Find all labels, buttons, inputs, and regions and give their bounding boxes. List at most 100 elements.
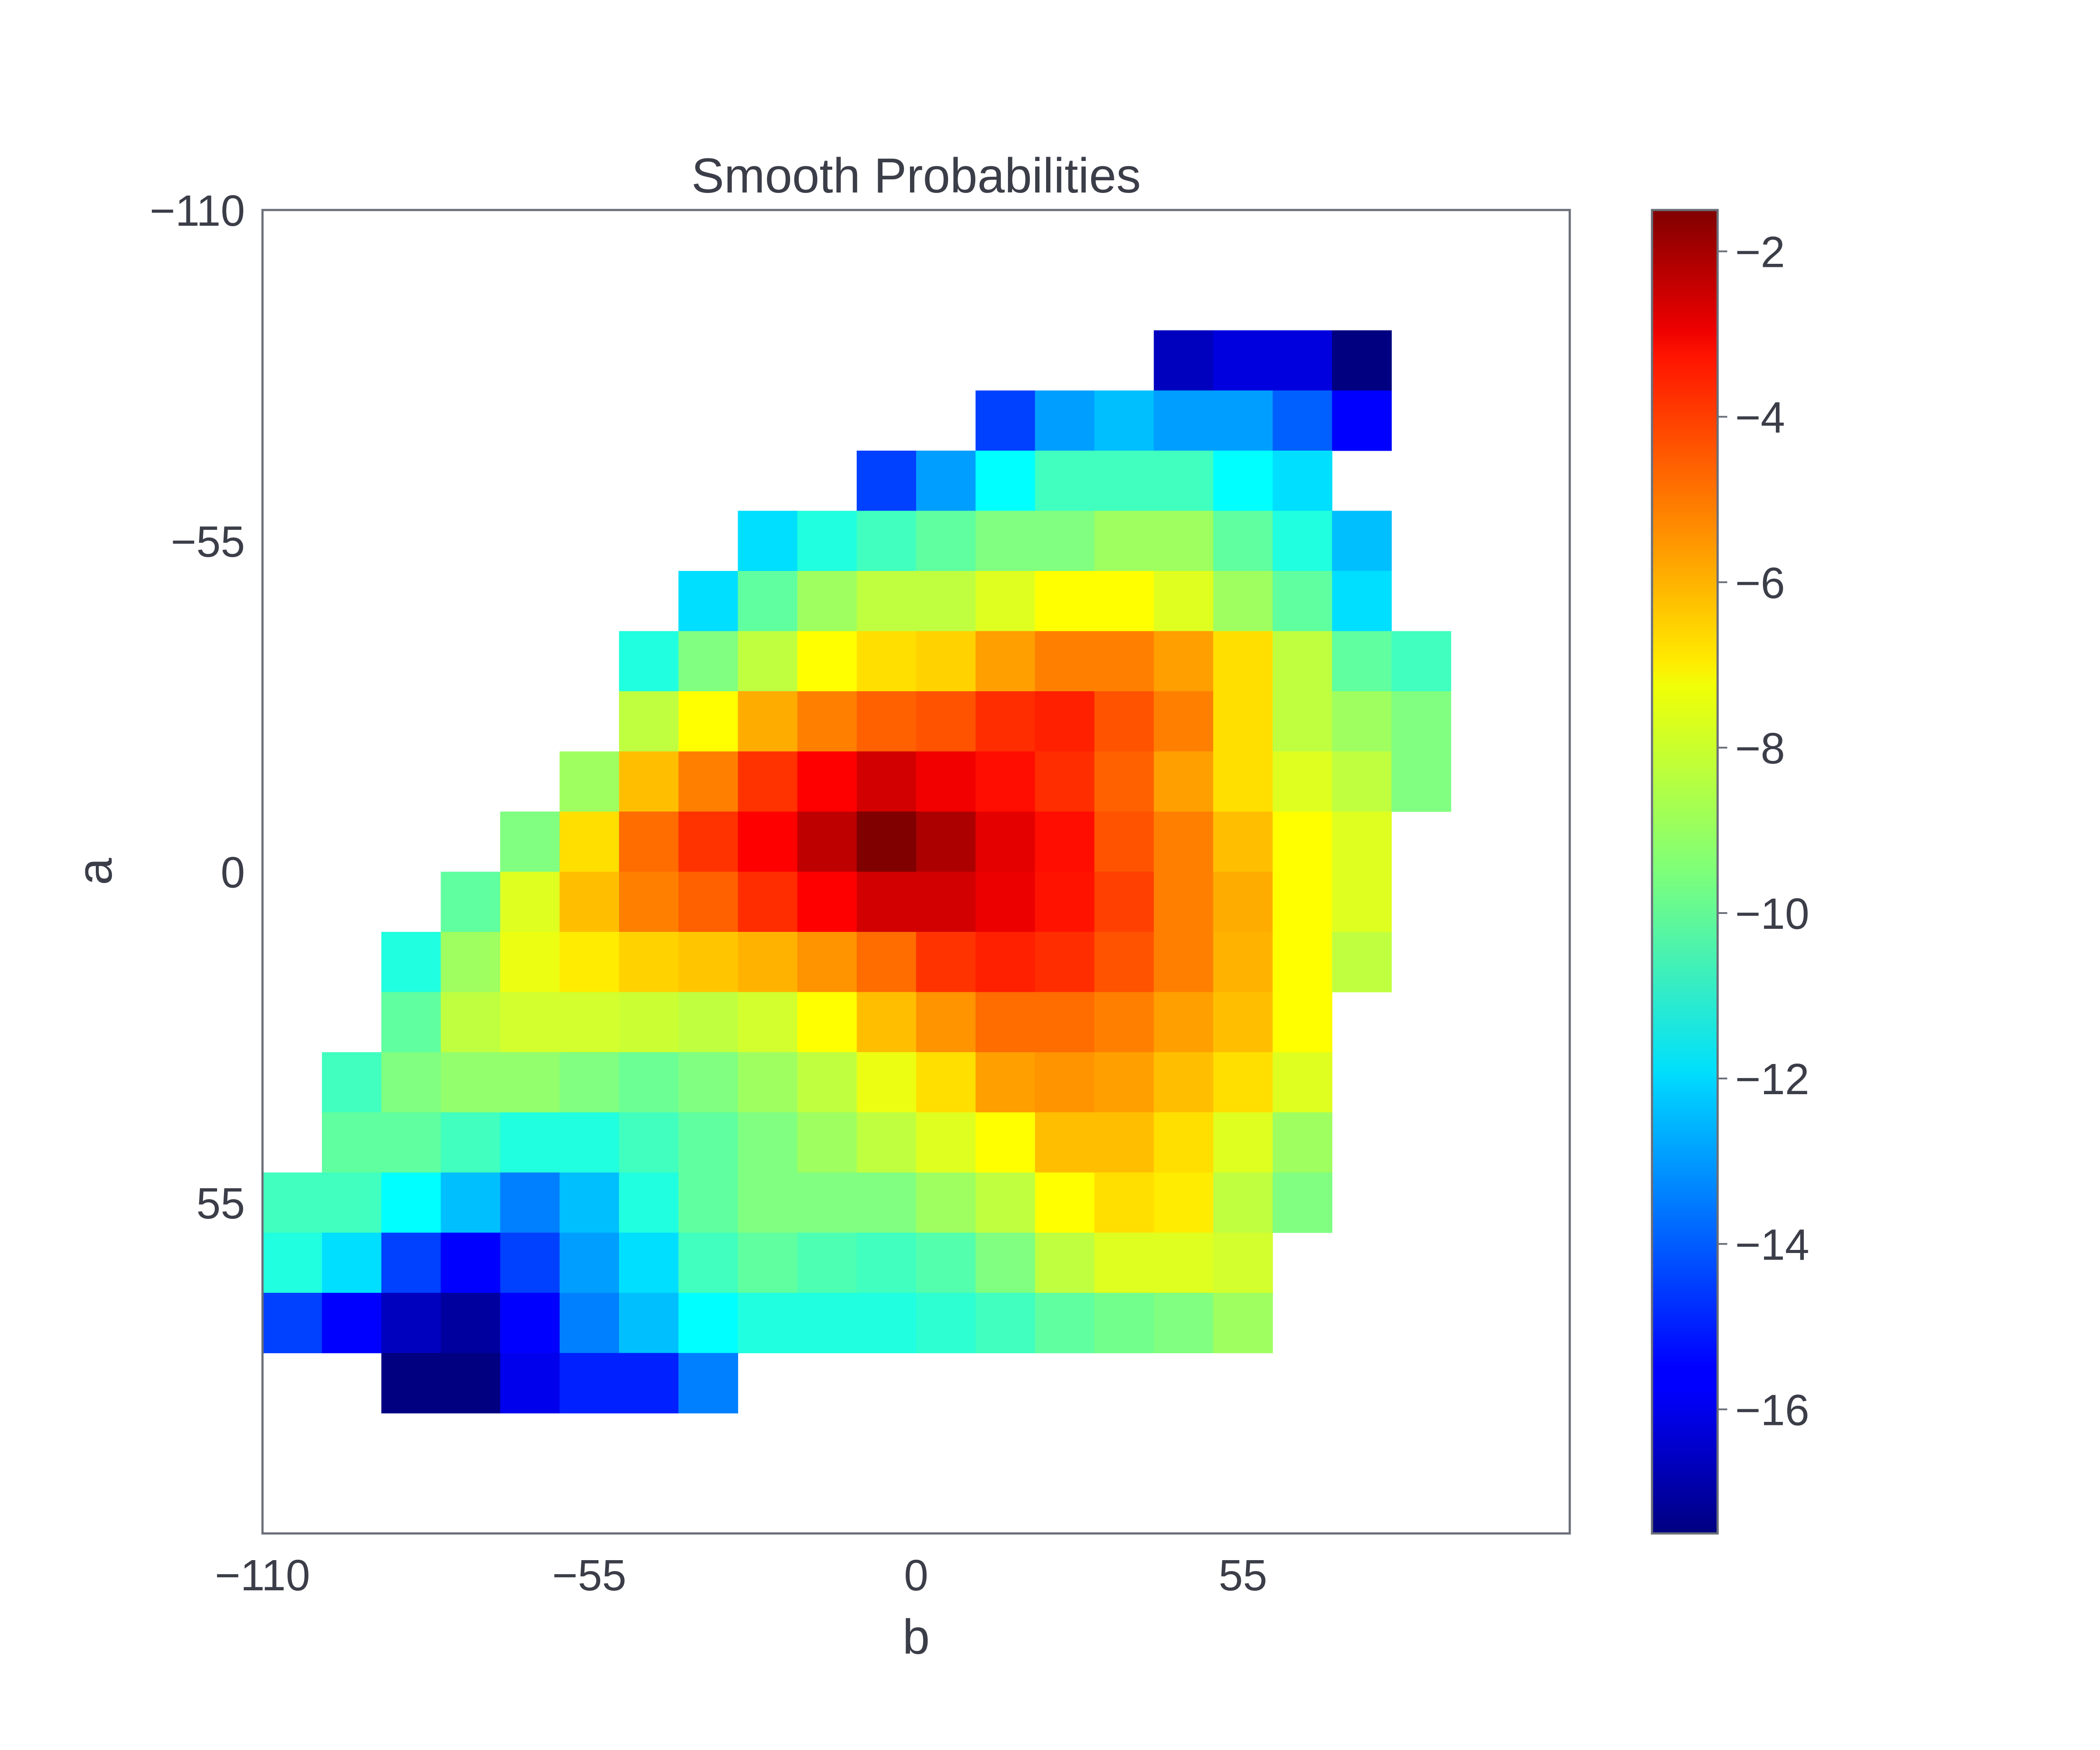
x-tick-label: 55 — [1218, 1551, 1267, 1600]
heatmap-cell — [441, 1172, 500, 1233]
heatmap-cell — [381, 1353, 441, 1414]
heatmap-cell — [975, 1293, 1036, 1354]
heatmap-cell — [1213, 631, 1273, 692]
heatmap-cell — [1035, 451, 1095, 511]
heatmap-cell — [1332, 631, 1392, 692]
heatmap-cell — [678, 1232, 738, 1293]
heatmap-cell — [1213, 1172, 1273, 1233]
heatmap-cell — [975, 390, 1036, 451]
heatmap-cell — [1035, 390, 1095, 451]
heatmap-cell — [975, 1232, 1036, 1293]
heatmap-cell — [1154, 631, 1214, 692]
y-tick-label: −110 — [150, 186, 245, 235]
heatmap-cell — [857, 872, 917, 932]
heatmap-cell — [262, 1293, 322, 1354]
heatmap-cell — [500, 872, 560, 932]
heatmap-cell — [1272, 992, 1333, 1053]
heatmap-cell — [500, 1112, 560, 1173]
heatmap-cell — [1272, 1172, 1333, 1233]
heatmap-cell — [381, 1172, 441, 1233]
heatmap-cell — [857, 1172, 917, 1233]
heatmap-cell — [441, 1353, 500, 1414]
heatmap-cell — [1272, 390, 1333, 451]
heatmap-cell — [678, 992, 738, 1053]
heatmap-cell — [975, 511, 1036, 571]
heatmap-cell — [738, 1112, 798, 1173]
heatmap-cell — [975, 872, 1036, 932]
y-axis-label: a — [67, 858, 122, 885]
y-tick-label: −55 — [171, 517, 245, 566]
heatmap-cell — [1213, 390, 1273, 451]
heatmap-cell — [738, 1052, 798, 1113]
heatmap-cell — [560, 1353, 620, 1414]
heatmap-cell — [619, 1172, 679, 1233]
heatmap-cell — [1094, 1052, 1154, 1113]
heatmap-cell — [1094, 1112, 1154, 1173]
heatmap-cell — [1154, 390, 1214, 451]
heatmap-cell — [1332, 330, 1392, 391]
heatmap-cell — [857, 992, 917, 1053]
heatmap-cell — [797, 812, 857, 872]
heatmap-cell — [1213, 872, 1273, 932]
heatmap-cell — [322, 1232, 382, 1293]
heatmap-cell — [262, 1172, 322, 1233]
heatmap-cell — [916, 932, 976, 993]
heatmap-cell — [1272, 691, 1333, 752]
heatmap-cell — [678, 872, 738, 932]
heatmap-cell — [857, 511, 917, 571]
heatmap-cell — [1154, 451, 1214, 511]
colorbar-tick-label: −16 — [1735, 1386, 1810, 1435]
heatmap-cell — [1332, 691, 1392, 752]
heatmap-cell — [916, 1172, 976, 1233]
heatmap-cell — [916, 751, 976, 812]
heatmap-cell — [1154, 691, 1214, 752]
heatmap-cell — [857, 571, 917, 632]
heatmap-cell — [500, 1353, 560, 1414]
heatmap-cell — [1213, 691, 1273, 752]
heatmap-cell — [916, 1112, 976, 1173]
y-tick-label: 0 — [220, 848, 245, 897]
colorbar-ticks: −2 −4 −6 −8 −10 −12 −14 −16 — [1718, 228, 1810, 1435]
heatmap-cell — [500, 812, 560, 872]
heatmap-cell — [975, 1172, 1036, 1233]
heatmap-cell — [1213, 992, 1273, 1053]
heatmap-cell — [678, 631, 738, 692]
colorbar-tick-label: −10 — [1735, 889, 1810, 938]
heatmap-cell — [797, 932, 857, 993]
heatmap-cell — [797, 992, 857, 1053]
heatmap-cell — [1094, 751, 1154, 812]
heatmap-cell — [500, 1293, 560, 1354]
x-axis-ticks: −110 −55 0 55 — [215, 1551, 1267, 1600]
heatmap-cell — [1094, 1172, 1154, 1233]
heatmap-cell — [322, 1112, 382, 1173]
heatmap-cell — [500, 992, 560, 1053]
heatmap-cell — [1272, 932, 1333, 993]
heatmap-cell — [500, 1172, 560, 1233]
colorbar-tick-label: −12 — [1735, 1055, 1810, 1104]
heatmap-cell — [1035, 751, 1095, 812]
heatmap-cell — [619, 812, 679, 872]
heatmap-cell — [857, 932, 917, 993]
heatmap-cell — [619, 1293, 679, 1354]
heatmap-cell — [381, 932, 441, 993]
heatmap-cell — [1094, 932, 1154, 993]
heatmap-cell — [916, 631, 976, 692]
heatmap-cell — [1332, 751, 1392, 812]
heatmap-cell — [619, 872, 679, 932]
heatmap-cell — [1035, 1232, 1095, 1293]
heatmap-cell — [916, 1293, 976, 1354]
heatmap-cell — [441, 1052, 500, 1113]
heatmap-cell — [738, 932, 798, 993]
heatmap-cell — [857, 812, 917, 872]
heatmap-cell — [500, 932, 560, 993]
heatmap-cell — [560, 1052, 620, 1113]
heatmap-cell — [560, 1112, 620, 1173]
heatmap-cell — [678, 1112, 738, 1173]
heatmap-cell — [1035, 571, 1095, 632]
colorbar — [1651, 209, 1719, 1535]
heatmap-cell — [322, 1293, 382, 1354]
heatmap-cell — [560, 751, 620, 812]
heatmap-cell — [1213, 932, 1273, 993]
heatmap-cell — [797, 511, 857, 571]
heatmap-cell — [1391, 751, 1451, 812]
